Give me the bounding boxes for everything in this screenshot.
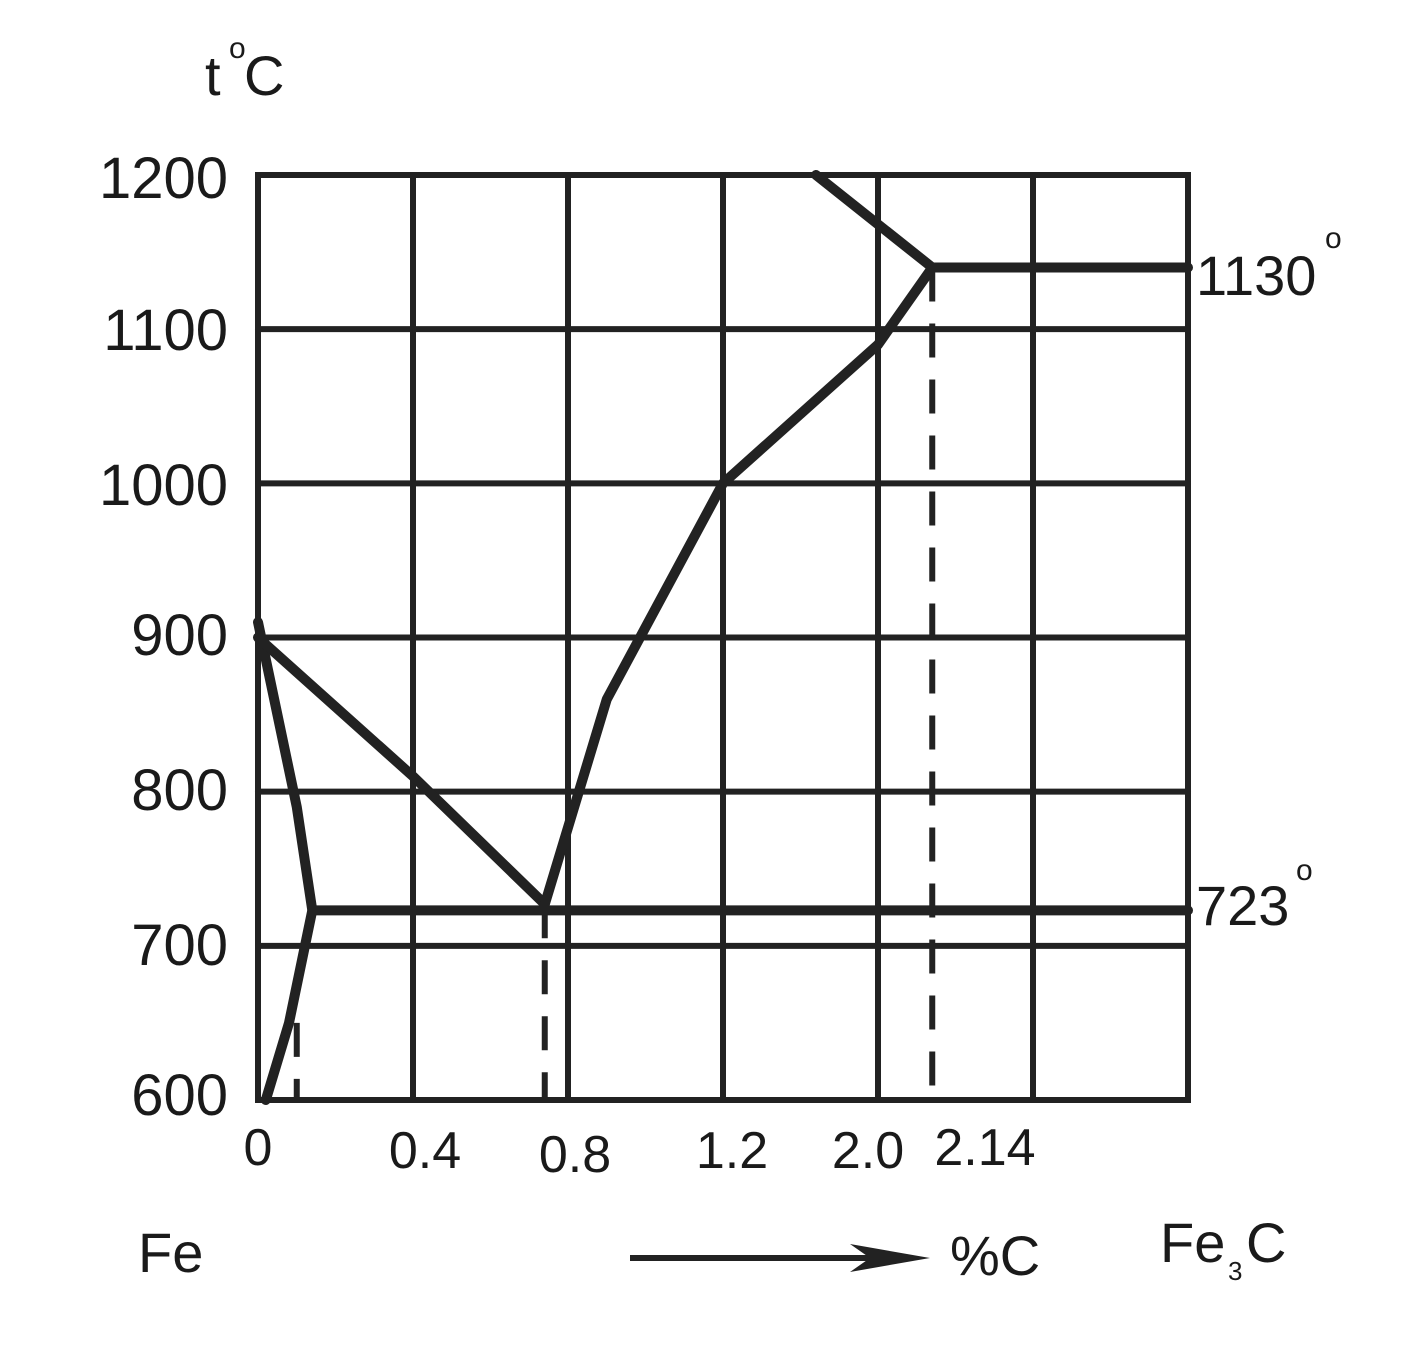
annotation-1130-degree: o xyxy=(1325,222,1342,255)
y-tick-600: 600 xyxy=(131,1063,228,1128)
label-fe3c-c: C xyxy=(1246,1211,1286,1274)
phase-line-2 xyxy=(539,262,938,910)
label-fe3c-subscript: 3 xyxy=(1228,1256,1242,1286)
x-tick-0: 0 xyxy=(244,1119,273,1177)
y-tick-1200: 1200 xyxy=(99,146,228,211)
phase-lines xyxy=(253,170,1193,1105)
x-tick-0.4: 0.4 xyxy=(389,1122,461,1180)
x-tick-2.0: 2.0 xyxy=(832,1122,904,1180)
annotation-1130: 1130 xyxy=(1196,244,1316,307)
y-axis-title-t: t xyxy=(205,44,221,107)
y-tick-1100: 1100 xyxy=(103,298,228,363)
label-fe: Fe xyxy=(138,1221,203,1284)
phase-line-0 xyxy=(253,617,318,1105)
composition-arrow-head xyxy=(850,1244,930,1272)
y-axis-title-c: C xyxy=(244,44,284,107)
phase-line-3 xyxy=(811,170,938,273)
dashed-guides xyxy=(293,267,936,1100)
x-tick-1.2: 1.2 xyxy=(696,1122,768,1180)
annotation-723: 723 xyxy=(1196,874,1289,937)
y-tick-800: 800 xyxy=(131,758,228,823)
y-tick-700: 700 xyxy=(131,913,228,978)
label-fe3c-fe: Fe xyxy=(1160,1211,1225,1274)
y-tick-900: 900 xyxy=(131,603,228,668)
annotation-723-degree: o xyxy=(1296,854,1313,887)
grid xyxy=(255,172,1191,1103)
label-percent-carbon: %C xyxy=(950,1224,1040,1287)
y-tick-1000: 1000 xyxy=(99,453,228,518)
y-axis-title-degree: o xyxy=(229,32,246,65)
x-tick-0.8: 0.8 xyxy=(539,1126,611,1184)
x-tick-2.14: 2.14 xyxy=(934,1119,1035,1177)
phase-line-1 xyxy=(253,632,550,910)
